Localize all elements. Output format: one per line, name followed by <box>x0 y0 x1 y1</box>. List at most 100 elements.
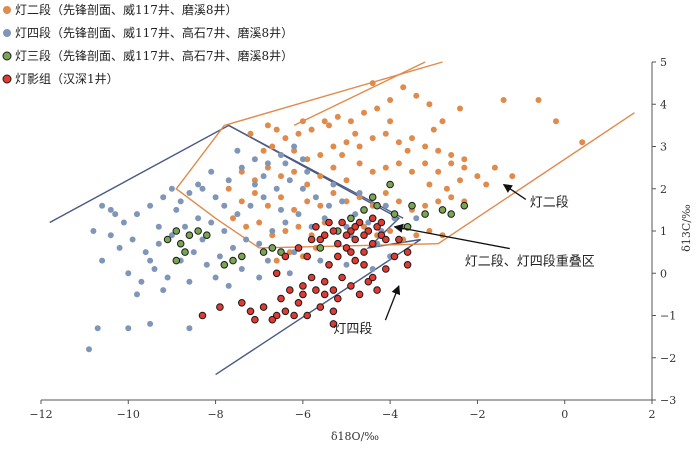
y-tick-label: −2 <box>660 352 676 365</box>
series-3-point <box>307 235 316 244</box>
series-3-point <box>351 256 360 265</box>
series-0-point <box>448 160 455 167</box>
series-2-point <box>277 248 285 256</box>
series-1-point <box>151 266 158 272</box>
series-1-point <box>147 257 154 264</box>
series-3-point <box>325 261 333 269</box>
series-0-point <box>247 130 254 137</box>
annotation-arrow <box>393 223 510 250</box>
legend-label: 灯四段（先锋剖面、威117井、高石7井、磨溪8井） <box>15 25 293 40</box>
series-2-point <box>421 210 429 218</box>
series-0-point <box>491 164 498 171</box>
series-1-point <box>186 190 193 196</box>
series-1-point <box>195 181 202 188</box>
series-0-point <box>395 198 402 205</box>
legend: 灯二段（先锋剖面、威117井、磨溪8井） 灯四段（先锋剖面、威117井、高石7井、… <box>2 2 293 86</box>
series-1-point <box>256 274 263 281</box>
series-3-point <box>320 231 329 239</box>
series-3-point <box>316 235 325 244</box>
denger-left-line <box>175 124 260 249</box>
series-1-point <box>291 143 298 150</box>
series-1-point <box>107 206 114 213</box>
series-1-point <box>221 228 228 234</box>
series-0-point <box>413 232 420 239</box>
series-0-point <box>426 181 433 188</box>
series-0-point <box>374 105 381 112</box>
series-3-point <box>403 261 412 269</box>
series-1-point <box>86 346 92 353</box>
series-0-point <box>291 168 298 175</box>
series-1-point <box>330 181 337 188</box>
series-0-point <box>500 97 507 103</box>
series-3-point <box>259 303 268 311</box>
legend-marker <box>3 29 11 37</box>
series-3-point <box>281 307 290 316</box>
annotation-label: 灯四段 <box>333 322 372 337</box>
series-0-point <box>304 198 311 205</box>
series-3-point <box>268 315 277 324</box>
series-0-point <box>343 177 350 184</box>
series-0-point <box>457 105 463 112</box>
series-3-point <box>320 290 329 299</box>
series-1-point <box>291 249 298 256</box>
annotation-label: 灯二段、灯四段重叠区 <box>465 254 595 270</box>
series-3-point <box>303 311 312 320</box>
y-tick-label: −3 <box>660 394 676 407</box>
series-0-point <box>382 190 389 196</box>
series-1-point <box>134 211 140 218</box>
series-0-point <box>409 135 415 142</box>
series-1-point <box>155 240 162 247</box>
series-2-point <box>316 244 325 252</box>
denger-top-right-line <box>293 61 426 127</box>
series-1-point <box>243 236 250 243</box>
series-2-point <box>185 231 194 239</box>
series-0-point <box>330 190 337 196</box>
series-0-point <box>260 147 267 154</box>
y-tick-label: 0 <box>660 267 667 280</box>
series-0-point <box>553 118 559 125</box>
series-3-point <box>395 235 403 244</box>
series-0-point <box>395 160 402 167</box>
series-2-point <box>438 206 447 214</box>
series-0-point <box>282 228 289 234</box>
series-1-point <box>234 147 241 154</box>
series-0-point <box>282 135 289 142</box>
series-3-point <box>316 303 325 311</box>
series-0-point <box>251 177 258 184</box>
series-0-point <box>535 97 542 103</box>
series-0-point <box>256 219 263 226</box>
series-0-point <box>225 185 232 192</box>
series-3-point <box>338 273 346 282</box>
series-3-point <box>325 218 333 227</box>
series-0-point <box>474 173 481 180</box>
series-1-point <box>321 215 328 222</box>
series-0-point <box>273 257 280 264</box>
series-2-point <box>176 239 185 248</box>
series-0-point <box>299 118 306 125</box>
series-1-point <box>120 219 127 226</box>
x-tick-label: −12 <box>29 408 52 421</box>
series-0-point <box>356 194 363 201</box>
series-0-point <box>457 177 463 184</box>
series-1-point <box>264 160 271 167</box>
series-0-point <box>579 139 586 146</box>
series-0-point <box>461 164 468 171</box>
legend-label: 灯影组（汉深1井） <box>15 72 119 86</box>
series-1-point <box>256 240 263 247</box>
series-3-point <box>329 227 338 235</box>
series-3-point <box>277 294 285 303</box>
series-0-point <box>264 164 271 171</box>
series-0-point <box>387 97 394 103</box>
series-2-point <box>373 201 381 210</box>
y-axis-title: δ13C/‰ <box>680 204 693 252</box>
series-1-point <box>195 215 202 222</box>
series-2-point <box>460 201 469 210</box>
series-1-point <box>269 228 276 234</box>
series-1-point <box>312 194 319 201</box>
series-2-point <box>360 206 368 214</box>
series-1-point <box>282 160 289 167</box>
series-2-point <box>386 180 394 189</box>
series-2-point <box>268 244 277 252</box>
